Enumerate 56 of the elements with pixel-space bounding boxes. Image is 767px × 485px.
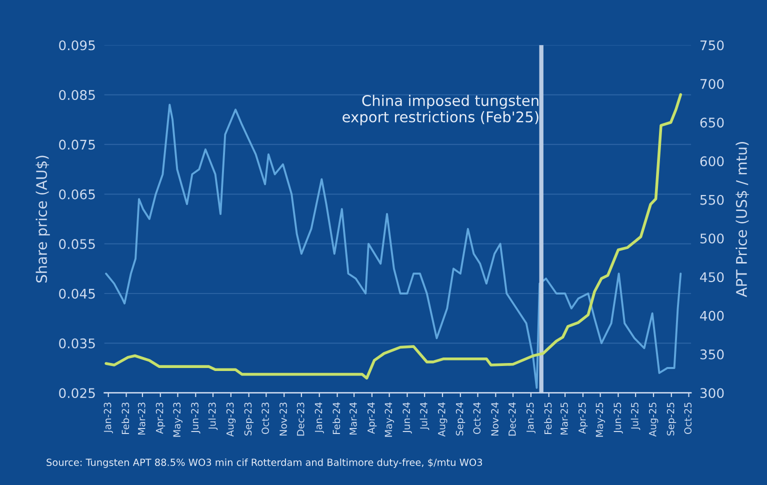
y-tick-label: 0.035 — [59, 338, 95, 348]
y-tick-label: 0.075 — [59, 140, 95, 150]
y-axis-title: Share price (AU$) — [36, 156, 50, 282]
y-tick-label: 0.045 — [59, 288, 95, 299]
x-tick-label: Apr-24 — [367, 402, 377, 434]
x-tick-label: Sep-24 — [456, 402, 466, 436]
x-tick-label: Mar-23 — [138, 402, 146, 435]
x-tick-label: Jan-23 — [104, 402, 113, 434]
y-tick-label: 0.065 — [59, 189, 95, 200]
x-tick-label: Oct-23 — [262, 402, 269, 434]
x-tick-label: Jan-24 — [314, 402, 324, 434]
x-tick-label: Oct-24 — [473, 402, 481, 434]
x-tick-label: Dec-24 — [508, 402, 516, 436]
x-tick-label: Nov-24 — [491, 402, 498, 436]
x-tick-label: Mar-24 — [350, 402, 357, 435]
y2-tick-label: 400 — [700, 310, 724, 321]
x-tick-label: May-23 — [173, 402, 182, 437]
y2-tick-label: 350 — [700, 349, 724, 360]
y2-tick-label: 500 — [700, 234, 724, 244]
x-tick-label: Sep-25 — [666, 402, 676, 436]
x-tick-label: Dec-23 — [296, 402, 304, 436]
source-note: Source: Tungsten APT 88.5% WO3 min cif Rotterdam and Baltimore duty-free, $/mtu WO3 — [46, 458, 482, 468]
y-tick-label: 0.095 — [59, 40, 95, 50]
x-tick-label: Mar-25 — [560, 402, 568, 435]
y-tick-label: 0.085 — [59, 90, 95, 100]
x-tick-label: Jan-25 — [526, 402, 536, 434]
y2-tick-label: 450 — [700, 272, 724, 282]
y-tick-label: 0.025 — [59, 388, 95, 398]
x-tick-label: Jul-24 — [420, 402, 430, 430]
y2-tick-label: 600 — [700, 156, 724, 166]
y2-tick-label: 650 — [700, 118, 724, 128]
x-tick-label: Aug-25 — [648, 402, 658, 437]
y2-tick-label: 750 — [700, 40, 724, 50]
y2-tick-label: 300 — [700, 388, 724, 398]
x-tick-label: May-24 — [384, 402, 394, 437]
y2-tick-label: 550 — [700, 194, 724, 205]
ref-line-label: China imposed tungsten export restrictions (Feb'25) — [342, 94, 538, 126]
x-tick-label: Jul-25 — [630, 402, 640, 430]
x-tick-label: Nov-23 — [280, 402, 287, 436]
x-tick-label: Jul-23 — [208, 402, 218, 430]
x-tick-label: Apr-23 — [156, 402, 166, 434]
y-tick-label: 0.055 — [59, 239, 95, 250]
y2-tick-label: 700 — [700, 78, 724, 89]
x-tick-label: Aug-24 — [438, 402, 448, 437]
y2-axis-title: APT Price (US$ / mtu) — [736, 142, 749, 298]
x-tick-label: Feb-25 — [544, 402, 552, 434]
x-tick-label: Jun-24 — [402, 402, 412, 434]
x-tick-label: Oct-25 — [684, 402, 692, 434]
x-tick-label: Jun-23 — [191, 402, 200, 434]
x-tick-label: Jun-25 — [614, 402, 623, 434]
x-tick-label: Feb-24 — [332, 402, 340, 434]
x-tick-label: Apr-25 — [578, 402, 588, 434]
x-tick-label: Feb-23 — [122, 402, 130, 434]
x-tick-label: Sep-23 — [244, 402, 254, 436]
x-tick-label: May-25 — [596, 402, 606, 437]
x-tick-label: Aug-23 — [226, 402, 236, 437]
